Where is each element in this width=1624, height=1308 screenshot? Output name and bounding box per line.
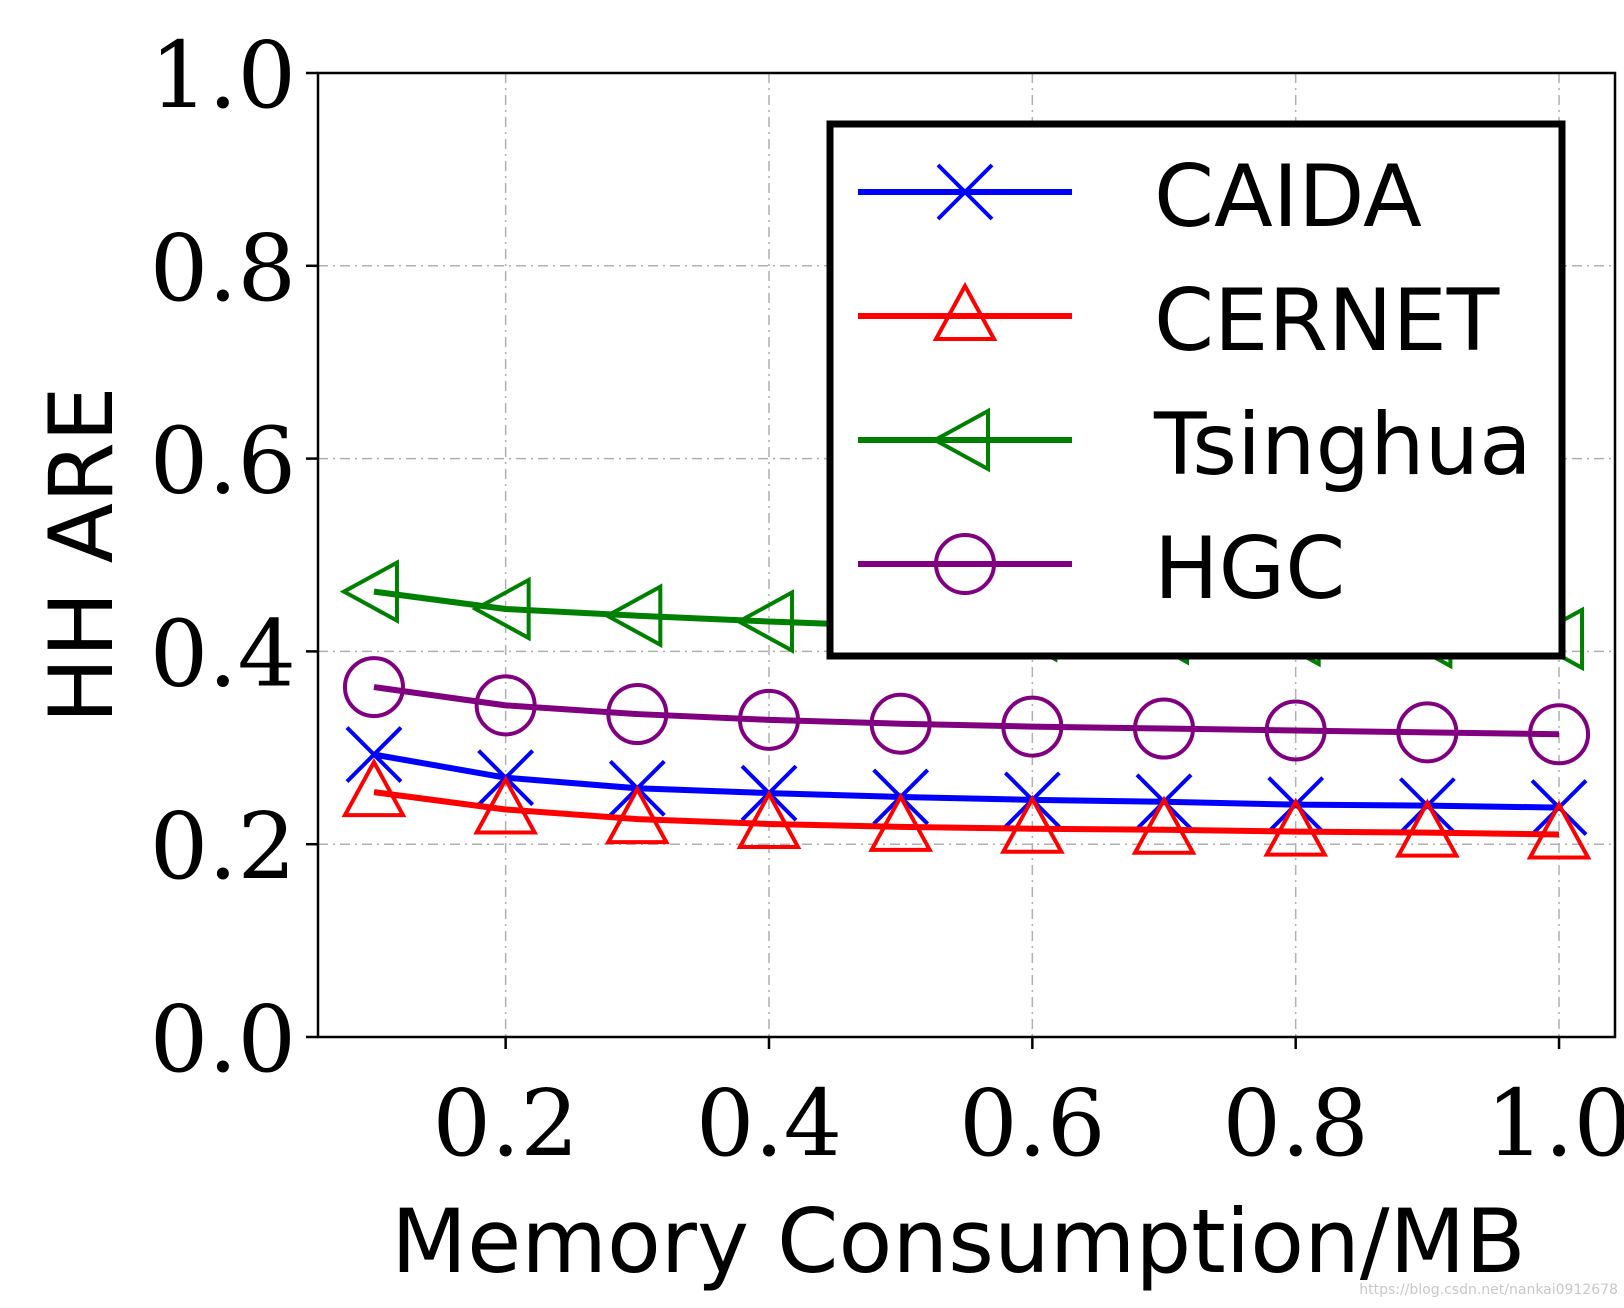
- legend-item-tsinghua: Tsinghua: [858, 395, 1532, 495]
- data-point-cernet: [604, 784, 670, 845]
- series-line-cernet: [373, 789, 1560, 838]
- legend-label-caida: CAIDA: [1154, 147, 1422, 247]
- data-point-cernet: [341, 757, 407, 818]
- data-point-hgc: [869, 692, 932, 755]
- y-axis-label: HH ARE: [30, 386, 133, 723]
- data-point-caida: [345, 726, 403, 783]
- legend-item-caida: CAIDA: [858, 147, 1422, 247]
- data-point-cernet: [999, 794, 1065, 854]
- data-point-hgc: [1133, 697, 1196, 760]
- watermark: https://blog.csdn.net/nankai0912678: [1359, 1282, 1618, 1298]
- y-tick-label: 1.0: [150, 22, 296, 129]
- data-point-hgc: [342, 656, 405, 719]
- x-axis-label: Memory Consumption/MB: [391, 1190, 1526, 1293]
- legend-label-cernet: CERNET: [1154, 271, 1500, 371]
- legend-marker-tsinghua: [930, 407, 990, 473]
- y-tick-label: 0.0: [150, 986, 296, 1093]
- marker-stroke: [936, 163, 994, 221]
- x-tick-label: 0.6: [959, 1070, 1105, 1177]
- data-point-cernet: [1263, 797, 1329, 857]
- plot-frame: [316, 71, 1617, 1039]
- legend-item-cernet: CERNET: [858, 271, 1500, 371]
- legend-marker-caida: [936, 163, 994, 221]
- data-point-cernet: [473, 775, 539, 835]
- data-point-tsinghua: [471, 576, 531, 642]
- legend-box: [826, 120, 1566, 660]
- y-tick-label: 0.8: [150, 215, 296, 322]
- y-tick-label: 0.4: [150, 600, 296, 707]
- data-point-hgc: [1396, 701, 1459, 764]
- data-point-cernet: [1131, 795, 1197, 855]
- x-tick-label: 0.2: [432, 1070, 578, 1177]
- legend-label-tsinghua: Tsinghua: [1153, 395, 1532, 495]
- y-tick-label: 0.6: [150, 408, 296, 515]
- legend-marker-cernet: [932, 281, 998, 341]
- data-point-cernet: [868, 792, 934, 852]
- series-line-caida: [373, 751, 1560, 811]
- data-point-cernet: [736, 789, 802, 849]
- data-point-cernet: [1526, 800, 1592, 860]
- data-point-tsinghua: [339, 559, 399, 625]
- series-hgc: [342, 656, 1591, 766]
- series-line-hgc: [373, 684, 1560, 738]
- data-point-hgc: [606, 683, 669, 746]
- data-point-hgc: [1001, 695, 1064, 758]
- data-point-hgc: [474, 674, 537, 737]
- data-point-cernet: [1394, 798, 1460, 858]
- x-tick-label: 0.8: [1223, 1070, 1369, 1177]
- data-point-hgc: [737, 688, 800, 751]
- legend-label-hgc: HGC: [1154, 519, 1345, 619]
- legend-marker-hgc: [934, 533, 996, 595]
- data-point-tsinghua: [734, 589, 794, 654]
- x-tick-label: 1.0: [1486, 1070, 1624, 1177]
- y-tick-label: 0.2: [150, 793, 296, 900]
- data-point-hgc: [1264, 699, 1327, 762]
- marker-stroke: [345, 726, 403, 783]
- data-point-hgc: [1528, 703, 1591, 766]
- data-point-tsinghua: [603, 583, 663, 649]
- x-tick-label: 0.4: [696, 1070, 842, 1177]
- series-cernet: [341, 757, 1592, 860]
- legend-item-hgc: HGC: [858, 519, 1345, 619]
- legend: CAIDA CERNET Tsinghua HGC: [826, 120, 1566, 660]
- axis-ticks: 0.2 0.4 0.6 0.8 1.0 0.0 0.2 0.4 0.6 0.8 1.0: [150, 22, 1624, 1177]
